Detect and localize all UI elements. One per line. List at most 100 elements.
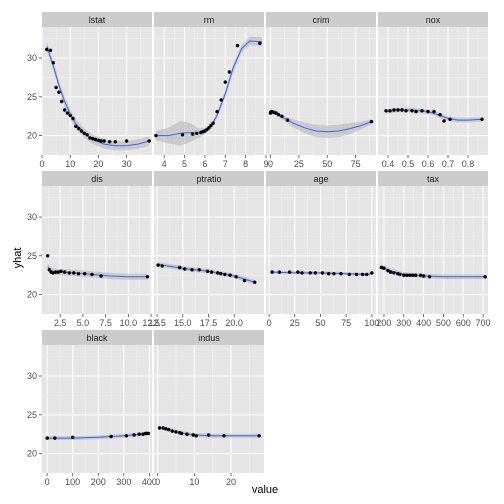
data-point xyxy=(174,430,178,434)
data-point xyxy=(211,121,215,125)
x-tick-label: 100 xyxy=(65,477,80,487)
data-point xyxy=(197,268,201,272)
data-point xyxy=(396,108,400,112)
data-point xyxy=(191,132,195,136)
data-point xyxy=(53,270,58,274)
data-point xyxy=(183,267,187,271)
facet-strip xyxy=(266,171,376,186)
y-tick-label: 30 xyxy=(27,212,37,222)
confidence-ribbon xyxy=(270,109,372,138)
facet-strip-label: indus xyxy=(198,333,220,343)
data-point xyxy=(51,61,55,65)
facet-strip-label: ptratio xyxy=(196,174,221,184)
data-point xyxy=(156,263,160,267)
data-point xyxy=(242,278,247,283)
data-point xyxy=(77,126,81,131)
facet-strip-label: black xyxy=(86,333,108,343)
data-point xyxy=(410,109,414,113)
data-point xyxy=(146,431,151,436)
data-point xyxy=(332,272,336,276)
data-point xyxy=(219,98,223,102)
facet-panel-age: age 0 25 50 75 100 xyxy=(266,171,379,328)
x-tick-label: 75 xyxy=(351,159,361,169)
x-tick-label: 6 xyxy=(202,159,207,169)
data-point xyxy=(45,436,49,440)
data-point xyxy=(448,117,452,122)
data-point xyxy=(185,432,189,436)
data-point xyxy=(426,109,430,114)
x-tick-label: 75 xyxy=(341,318,351,328)
data-point xyxy=(108,140,112,144)
x-tick-label: 0.8 xyxy=(462,159,475,169)
x-tick-label: 17.5 xyxy=(200,318,218,328)
data-point xyxy=(227,70,232,74)
facet-strip-label: nox xyxy=(426,15,441,25)
facet-panel-dis: dis 2.5 5.0 7.5 10.0 12.5 20 25 30 xyxy=(27,171,160,328)
data-point xyxy=(404,109,408,113)
x-tick-label: 0 xyxy=(45,477,50,487)
data-point xyxy=(46,254,50,258)
data-point xyxy=(287,270,292,274)
facet-panel-rm: rm 4 5 6 7 8 9 xyxy=(153,12,269,169)
confidence-ribbon xyxy=(46,41,150,151)
data-point xyxy=(223,272,227,277)
data-point xyxy=(347,272,351,277)
data-point xyxy=(154,133,158,138)
data-point xyxy=(270,270,274,274)
facet-panel-tax: tax 200 300 400 500 600 700 xyxy=(376,171,491,328)
data-point xyxy=(483,275,487,279)
data-point xyxy=(480,117,484,122)
x-tick-label: 8 xyxy=(243,159,248,169)
facet-panels: lstat 0 10 20 30 20 25 30 rm 4 5 6 7 8 9 crim 0 25 50 75 nox… xyxy=(27,12,491,487)
facet-strip xyxy=(154,330,264,345)
data-point xyxy=(59,269,63,273)
data-point xyxy=(402,273,406,277)
data-point xyxy=(53,436,57,440)
data-point xyxy=(388,270,393,274)
panel-background xyxy=(154,345,264,473)
data-point xyxy=(234,275,238,279)
facet-strip xyxy=(266,12,376,27)
data-point xyxy=(141,432,145,436)
data-point xyxy=(411,273,415,277)
data-point xyxy=(280,114,284,118)
data-point xyxy=(207,126,211,130)
x-tick-label: 2.5 xyxy=(54,318,67,328)
data-point xyxy=(88,136,92,140)
data-point xyxy=(68,113,72,118)
facet-strip-label: dis xyxy=(91,174,103,184)
data-point xyxy=(157,426,162,430)
x-tick-label: 0.4 xyxy=(382,159,395,169)
data-point xyxy=(414,273,418,277)
facet-strip xyxy=(378,12,488,27)
facet-strip xyxy=(42,330,152,345)
data-point xyxy=(327,272,331,276)
data-point xyxy=(432,109,436,114)
confidence-ribbon xyxy=(158,262,255,285)
data-point xyxy=(74,124,78,128)
x-tick-label: 12.5 xyxy=(142,318,160,328)
facet-strip-label: age xyxy=(313,174,328,184)
data-point xyxy=(408,273,412,277)
data-point xyxy=(386,268,390,273)
x-tick-label: 0 xyxy=(155,477,160,487)
confidence-ribbon xyxy=(386,107,482,123)
data-point xyxy=(99,274,103,278)
data-point xyxy=(421,274,426,278)
x-tick-label: 0 xyxy=(268,159,273,169)
data-point xyxy=(277,270,282,274)
data-point xyxy=(392,108,396,112)
facet-panel-black: black 0 100 200 300 400 20 25 30 xyxy=(27,330,157,487)
x-tick-label: 25 xyxy=(290,318,300,328)
data-point xyxy=(222,434,226,438)
data-point xyxy=(392,271,396,275)
facet-panel-crim: crim 0 25 50 75 xyxy=(266,12,376,169)
data-point xyxy=(365,272,369,277)
data-point xyxy=(54,85,58,90)
data-point xyxy=(179,431,184,436)
data-point xyxy=(48,48,53,52)
facet-strip-label: tax xyxy=(427,174,440,184)
data-point xyxy=(405,273,409,277)
data-point xyxy=(90,272,94,277)
